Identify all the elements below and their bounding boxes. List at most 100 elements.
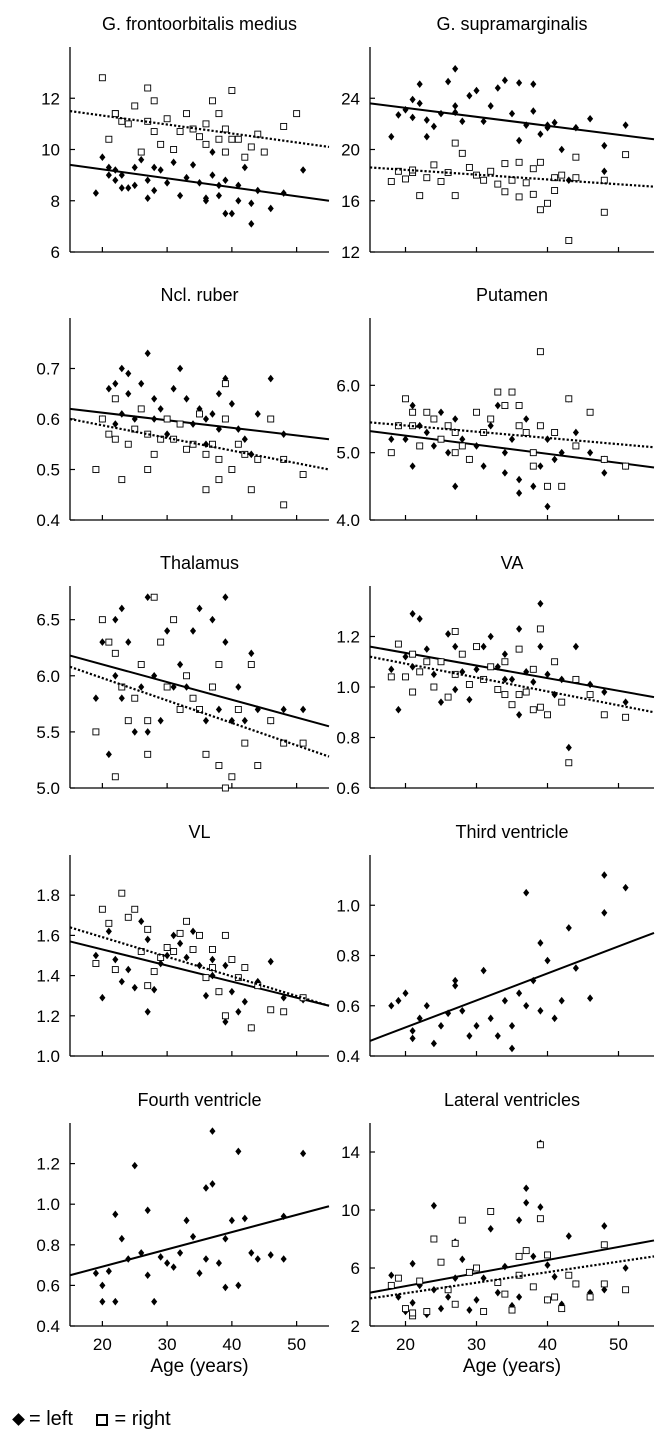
point-left: [502, 469, 508, 477]
point-right: [145, 983, 151, 989]
point-right: [530, 166, 536, 172]
point-left: [145, 593, 151, 601]
chart-vl: VL1.01.21.41.61.8: [36, 822, 329, 1066]
fit-line-right: [370, 422, 654, 447]
point-right: [488, 664, 494, 670]
point-right: [132, 103, 138, 109]
point-left: [216, 192, 222, 200]
y-tick-label: 5.0: [36, 779, 60, 798]
point-right: [132, 906, 138, 912]
point-left: [502, 449, 508, 457]
point-left: [452, 643, 458, 651]
point-right: [459, 150, 465, 156]
y-tick-label: 1.8: [36, 886, 60, 905]
point-left: [171, 932, 177, 940]
point-left: [388, 1271, 394, 1279]
point-left: [410, 1260, 416, 1268]
point-left: [623, 1264, 629, 1272]
point-right: [516, 423, 522, 429]
point-right: [452, 628, 458, 634]
point-left: [190, 627, 196, 635]
y-tick-label: 0.6: [36, 1276, 60, 1295]
point-right: [242, 740, 248, 746]
point-left: [145, 176, 151, 184]
y-tick-label: 1.6: [36, 926, 60, 945]
fit-line-left: [70, 1206, 329, 1275]
point-left: [255, 1255, 261, 1263]
point-left: [601, 871, 607, 879]
point-left: [552, 456, 558, 464]
point-right: [268, 1007, 274, 1013]
point-right: [184, 446, 190, 452]
point-left: [623, 884, 629, 892]
point-left: [255, 410, 261, 418]
point-left: [516, 989, 522, 997]
point-left: [466, 92, 472, 100]
point-left: [523, 1184, 529, 1192]
point-left: [235, 1008, 241, 1016]
y-tick-label: 1.4: [36, 967, 60, 986]
point-right: [184, 918, 190, 924]
point-right: [125, 914, 131, 920]
point-right: [488, 1208, 494, 1214]
point-left: [209, 410, 215, 418]
point-right: [229, 467, 235, 473]
point-left: [222, 962, 228, 970]
point-left: [125, 638, 131, 646]
point-left: [459, 1256, 465, 1264]
point-left: [106, 1267, 112, 1275]
point-right: [537, 626, 543, 632]
point-right: [388, 674, 394, 680]
point-left: [145, 936, 151, 944]
point-left: [203, 992, 209, 1000]
point-left: [209, 956, 215, 964]
x-tick-label: 20: [93, 1335, 112, 1354]
point-left: [112, 672, 118, 680]
point-right: [452, 450, 458, 456]
point-left: [395, 997, 401, 1005]
point-right: [106, 639, 112, 645]
point-left: [516, 1293, 522, 1301]
point-right: [145, 751, 151, 757]
point-left: [488, 422, 494, 430]
chart-title: Lateral ventricles: [444, 1090, 580, 1110]
point-right: [573, 676, 579, 682]
point-left: [566, 744, 572, 752]
point-left: [235, 1148, 241, 1156]
point-right: [601, 209, 607, 215]
point-right: [229, 774, 235, 780]
point-left: [93, 189, 99, 197]
point-left: [125, 370, 131, 378]
y-tick-label: 1.0: [36, 1195, 60, 1214]
x-tick-label: 30: [158, 1335, 177, 1354]
point-right: [203, 451, 209, 457]
point-right: [209, 946, 215, 952]
point-left: [452, 65, 458, 73]
point-right: [203, 975, 209, 981]
chart-title: Ncl. ruber: [160, 285, 238, 305]
point-left: [112, 956, 118, 964]
point-left: [410, 114, 416, 122]
point-right: [516, 646, 522, 652]
point-left: [203, 415, 209, 423]
chart-title: VL: [188, 822, 210, 842]
point-right: [516, 1253, 522, 1259]
point-left: [229, 1217, 235, 1225]
point-right: [203, 751, 209, 757]
point-right: [99, 906, 105, 912]
point-right: [112, 436, 118, 442]
point-left: [164, 1259, 170, 1267]
point-left: [235, 683, 241, 691]
point-right: [509, 1307, 515, 1313]
point-right: [106, 920, 112, 926]
chart-title: G. supramarginalis: [436, 14, 587, 34]
point-right: [587, 409, 593, 415]
point-right: [209, 98, 215, 104]
point-right: [502, 1291, 508, 1297]
point-left: [268, 1251, 274, 1259]
chart-ncl-ruber: Ncl. ruber0.40.50.60.7: [36, 285, 329, 530]
point-right: [164, 116, 170, 122]
y-tick-label: 10: [341, 1201, 360, 1220]
point-left: [573, 643, 579, 651]
point-left: [151, 986, 157, 994]
